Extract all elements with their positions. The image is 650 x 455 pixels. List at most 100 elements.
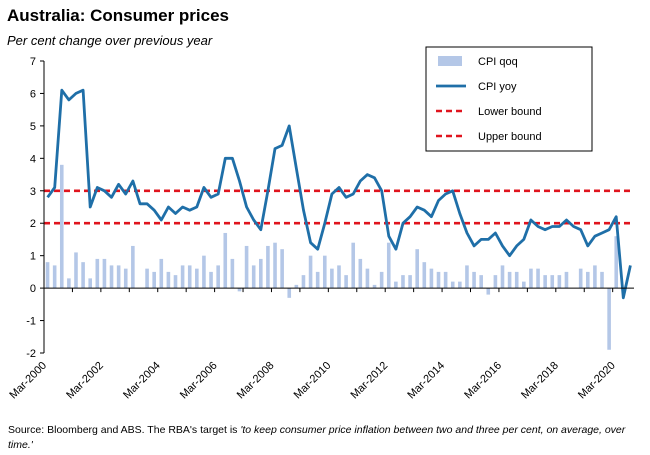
footnote-quote: 'to keep consumer price inflation betwee…	[8, 424, 626, 451]
qoq-bar	[600, 271, 604, 289]
qoq-bar	[152, 271, 156, 289]
qoq-bar	[209, 271, 213, 289]
qoq-bar	[259, 258, 263, 289]
qoq-bar	[500, 265, 505, 289]
x-tick-label: Mar-2020	[576, 360, 618, 402]
x-tick-label: Mar-2002	[64, 360, 106, 402]
qoq-bar	[436, 271, 441, 289]
x-tick-label: Mar-2006	[178, 360, 220, 402]
qoq-bar	[450, 281, 455, 289]
qoq-bar	[514, 271, 519, 289]
qoq-bar	[123, 268, 128, 289]
legend: CPI qoq CPI yoy Lower bound Upper bound	[425, 46, 593, 152]
qoq-bar	[315, 271, 320, 289]
qoq-bar	[88, 278, 93, 289]
qoq-bar	[379, 271, 384, 289]
bound-lines	[44, 189, 634, 225]
qoq-bar	[351, 242, 356, 289]
qoq-bar	[372, 284, 377, 289]
qoq-bar	[195, 268, 199, 289]
qoq-bar	[45, 262, 50, 289]
qoq-bar	[102, 258, 107, 289]
footnote-source: Source: Bloomberg and ABS. The RBA's tar…	[8, 424, 241, 436]
qoq-bar	[479, 275, 483, 289]
qoq-bar	[578, 268, 583, 289]
qoq-bar	[187, 265, 192, 289]
qoq-bar	[486, 288, 491, 295]
qoq-bar	[159, 258, 164, 289]
qoq-bar	[180, 265, 185, 289]
legend-label: Lower bound	[478, 106, 542, 118]
qoq-bar	[202, 255, 206, 289]
qoq-bar	[237, 288, 242, 292]
qoq-bar	[67, 278, 71, 289]
y-tick-label: 1	[30, 251, 36, 263]
qoq-bar	[81, 262, 85, 289]
qoq-bar	[614, 236, 619, 289]
qoq-bar	[109, 265, 114, 289]
qoq-bar	[280, 249, 284, 289]
qoq-bar	[394, 281, 398, 289]
qoq-bar	[458, 281, 462, 289]
qoq-bar	[337, 265, 341, 289]
x-tick-label: Mar-2018	[519, 360, 561, 402]
qoq-bar	[116, 265, 121, 289]
qoq-bar	[593, 265, 597, 289]
x-tick-label: Mar-2000	[7, 360, 49, 402]
x-tick-label: Mar-2004	[121, 360, 163, 402]
qoq-bar	[287, 288, 292, 298]
qoq-bar	[529, 268, 533, 289]
legend-swatch-qoq	[438, 56, 462, 66]
qoq-bar	[273, 242, 277, 289]
x-tick-label: Mar-2008	[235, 360, 277, 402]
x-tick-label: Mar-2010	[292, 360, 334, 402]
qoq-bar	[294, 284, 299, 289]
chart-title: Australia: Consumer prices	[7, 6, 230, 25]
qoq-bar	[401, 275, 405, 289]
qoq-bar	[607, 288, 611, 350]
qoq-bar	[465, 265, 469, 289]
qoq-bar	[550, 275, 555, 289]
qoq-bar	[564, 271, 569, 289]
qoq-bar	[131, 245, 135, 289]
qoq-bar	[173, 275, 178, 289]
qoq-bar	[95, 258, 100, 289]
qoq-bar	[266, 245, 270, 289]
qoq-bar	[330, 268, 334, 289]
qoq-bar	[251, 265, 256, 289]
qoq-bar	[386, 242, 391, 289]
qoq-bar	[244, 245, 249, 289]
yoy-line	[46, 88, 632, 300]
y-tick-label: 6	[30, 88, 36, 100]
qoq-bar	[223, 232, 228, 289]
qoq-bar	[408, 275, 412, 289]
y-tick-label: -1	[26, 316, 36, 328]
y-tick-label: 0	[30, 283, 36, 295]
y-tick-label: 5	[30, 121, 36, 133]
qoq-bar	[443, 271, 448, 289]
qoq-bar	[52, 265, 57, 289]
qoq-bar	[557, 275, 562, 289]
qoq-bars	[45, 164, 619, 350]
qoq-bar	[522, 281, 526, 289]
qoq-bar	[507, 271, 512, 289]
qoq-bar	[166, 271, 171, 289]
y-tick-label: 3	[30, 186, 36, 198]
x-tick-label: Mar-2016	[462, 360, 504, 402]
x-tick-label: Mar-2014	[405, 360, 447, 402]
y-tick-label: -2	[26, 348, 36, 360]
x-tick-label: Mar-2012	[349, 360, 391, 402]
qoq-bar	[472, 271, 476, 289]
qoq-bar	[585, 271, 590, 289]
qoq-bar	[74, 252, 78, 289]
qoq-bar	[344, 275, 348, 289]
qoq-bar	[358, 258, 363, 289]
y-tick-label: 2	[30, 218, 36, 230]
qoq-bar	[301, 275, 306, 289]
legend-label: CPI qoq	[478, 56, 518, 68]
y-tick-label: 4	[30, 153, 36, 165]
qoq-bar	[543, 275, 547, 289]
qoq-bar	[308, 255, 313, 289]
qoq-bar	[422, 262, 427, 289]
